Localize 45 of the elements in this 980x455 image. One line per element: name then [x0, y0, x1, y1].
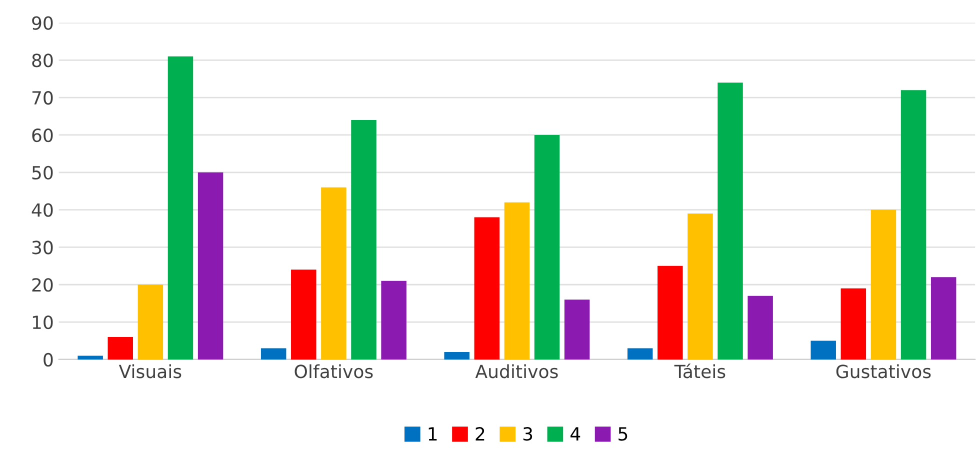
bar — [108, 337, 133, 360]
legend-label: 3 — [523, 427, 532, 441]
y-tick-label: 60 — [32, 128, 53, 142]
x-tick-label: Visuais — [118, 364, 182, 378]
bar — [930, 277, 956, 360]
y-tick-label: 50 — [32, 166, 53, 180]
bar — [291, 270, 316, 360]
bar — [900, 90, 926, 360]
bar — [381, 280, 406, 360]
y-tick-label: 0 — [44, 352, 53, 367]
bar — [810, 340, 836, 360]
bar — [474, 217, 500, 360]
x-tick-label: Táteis — [674, 364, 726, 378]
y-tick-label: 30 — [32, 240, 53, 254]
bar — [688, 214, 713, 360]
bar — [168, 56, 194, 360]
y-tick-label: 40 — [32, 203, 53, 217]
bar — [748, 296, 773, 360]
legend-label: 4 — [570, 427, 580, 440]
x-tick-label: Olfativos — [294, 364, 373, 378]
y-tick-label: 80 — [32, 54, 53, 68]
legend-label: 5 — [618, 427, 628, 441]
bar — [351, 120, 376, 360]
bar — [840, 288, 866, 360]
y-tick-label: 10 — [32, 316, 53, 330]
legend-label: 1 — [428, 427, 437, 440]
bar — [870, 210, 896, 360]
bar — [504, 202, 530, 360]
bar — [658, 266, 683, 360]
bar — [198, 172, 224, 360]
bar — [534, 134, 560, 360]
y-tick-label: 70 — [32, 91, 53, 105]
legend-label: 2 — [476, 427, 484, 440]
y-tick-label: 90 — [32, 16, 53, 30]
bar — [718, 82, 743, 360]
bar — [444, 352, 470, 360]
bar — [138, 284, 164, 360]
x-tick-label: Gustativos — [836, 364, 931, 378]
bar — [564, 300, 590, 360]
bar — [627, 348, 653, 360]
bar — [321, 187, 346, 360]
bar — [78, 356, 103, 360]
y-tick-label: 20 — [32, 278, 53, 292]
bar — [260, 348, 286, 360]
x-tick-label: Auditivos — [475, 364, 558, 378]
